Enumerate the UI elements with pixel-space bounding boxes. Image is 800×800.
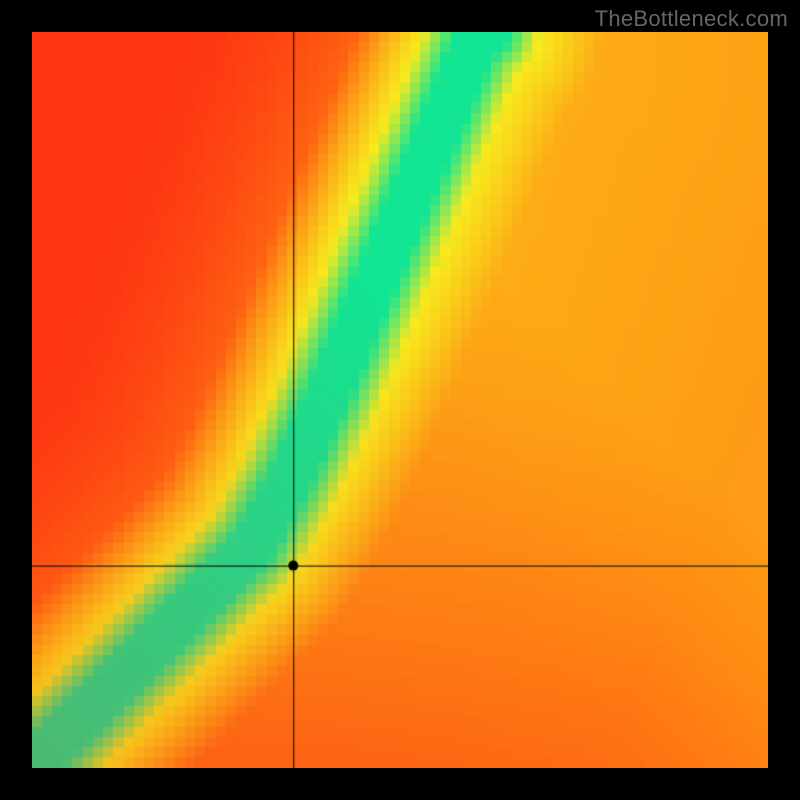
bottleneck-heatmap (32, 32, 768, 768)
watermark-text: TheBottleneck.com (595, 6, 788, 32)
chart-container: TheBottleneck.com (0, 0, 800, 800)
